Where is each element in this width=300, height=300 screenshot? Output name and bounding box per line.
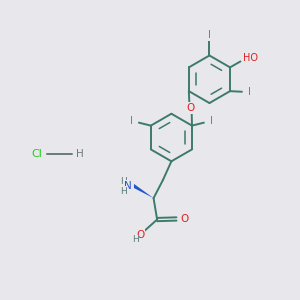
Text: O: O <box>186 103 194 113</box>
Text: I: I <box>210 116 213 126</box>
Text: HO: HO <box>243 53 258 64</box>
Text: I: I <box>130 116 133 126</box>
Polygon shape <box>134 184 154 198</box>
Text: H: H <box>121 177 127 186</box>
Text: H: H <box>132 235 139 244</box>
Text: Cl: Cl <box>31 149 42 160</box>
Text: N: N <box>124 181 132 191</box>
Text: I: I <box>248 87 251 97</box>
Text: H: H <box>76 149 84 160</box>
Text: H: H <box>121 187 127 196</box>
Text: O: O <box>181 214 189 224</box>
Text: O: O <box>136 230 144 240</box>
Text: I: I <box>208 30 211 40</box>
